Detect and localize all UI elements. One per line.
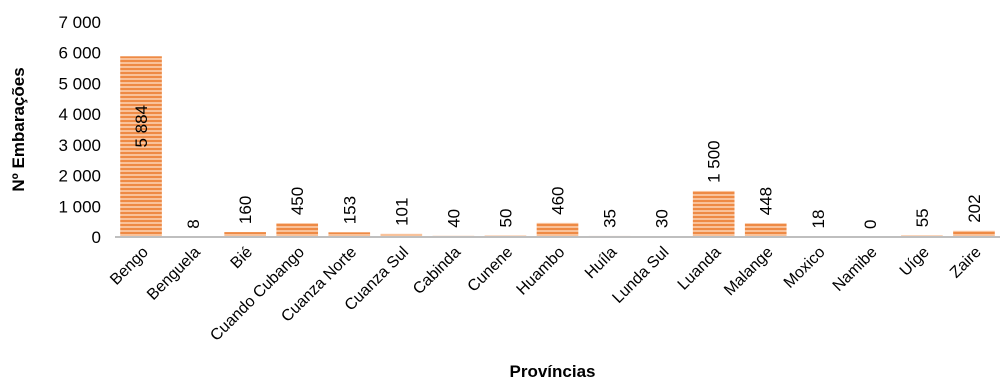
data-label: 40 [444, 209, 463, 228]
data-label: 0 [861, 220, 880, 229]
bar [953, 230, 995, 237]
category-label: Moxico [781, 244, 829, 292]
category-label: Uíge [897, 244, 933, 280]
category-label: Benguela [144, 244, 204, 304]
bar [328, 232, 371, 237]
category-label: Lunda Sul [609, 244, 672, 307]
y-tick-label: 1 000 [58, 197, 101, 216]
category-label: Huíla [582, 244, 621, 283]
bar [224, 232, 266, 237]
y-axis-title: Nº Embarações [9, 67, 28, 191]
bars [120, 56, 995, 237]
data-label: 450 [288, 187, 307, 215]
y-tick-label: 3 000 [58, 136, 101, 155]
x-axis-title: Províncias [510, 362, 596, 381]
category-label: Luanda [675, 244, 725, 294]
bar [380, 233, 423, 237]
data-label: 101 [392, 198, 411, 226]
y-tick-label: 5 000 [58, 74, 101, 93]
category-label: Zaire [947, 244, 985, 282]
category-label: Cabinda [410, 244, 464, 298]
y-tick-label: 6 000 [58, 44, 101, 63]
data-label: 30 [653, 209, 672, 228]
category-label: Cuando Cubango [207, 244, 308, 345]
bar [276, 223, 319, 237]
data-label: 50 [496, 209, 515, 228]
category-label: Bié [228, 244, 256, 272]
data-label: 448 [757, 187, 776, 215]
y-tick-label: 0 [92, 228, 101, 247]
data-label: 18 [809, 210, 828, 229]
bar [744, 223, 787, 237]
y-axis-ticks: 0 1 000 2 000 3 000 4 000 5 000 6 000 7 000 [58, 13, 101, 247]
y-tick-label: 7 000 [58, 13, 101, 32]
category-label: Cunene [465, 244, 517, 296]
data-label: 35 [601, 209, 620, 228]
data-label: 1 500 [705, 140, 724, 183]
category-label: Huambo [514, 244, 569, 299]
category-label: Bengo [107, 244, 152, 289]
data-label: 202 [965, 194, 984, 222]
data-labels: 5 884 8 160 450 153 101 40 50 460 35 30 1 500 448 18 0… [132, 105, 984, 229]
category-label: Namibe [830, 244, 881, 295]
y-tick-label: 2 000 [58, 167, 101, 186]
category-label: Malange [721, 244, 776, 299]
data-label: 160 [236, 196, 255, 224]
bar [120, 56, 162, 237]
data-label: 8 [184, 219, 203, 228]
y-tick-label: 4 000 [58, 105, 101, 124]
bar [536, 222, 579, 237]
data-label: 460 [549, 186, 568, 214]
data-label: 55 [913, 208, 932, 227]
data-label: 153 [340, 196, 359, 224]
bar [692, 190, 735, 237]
data-label: 5 884 [132, 105, 151, 148]
